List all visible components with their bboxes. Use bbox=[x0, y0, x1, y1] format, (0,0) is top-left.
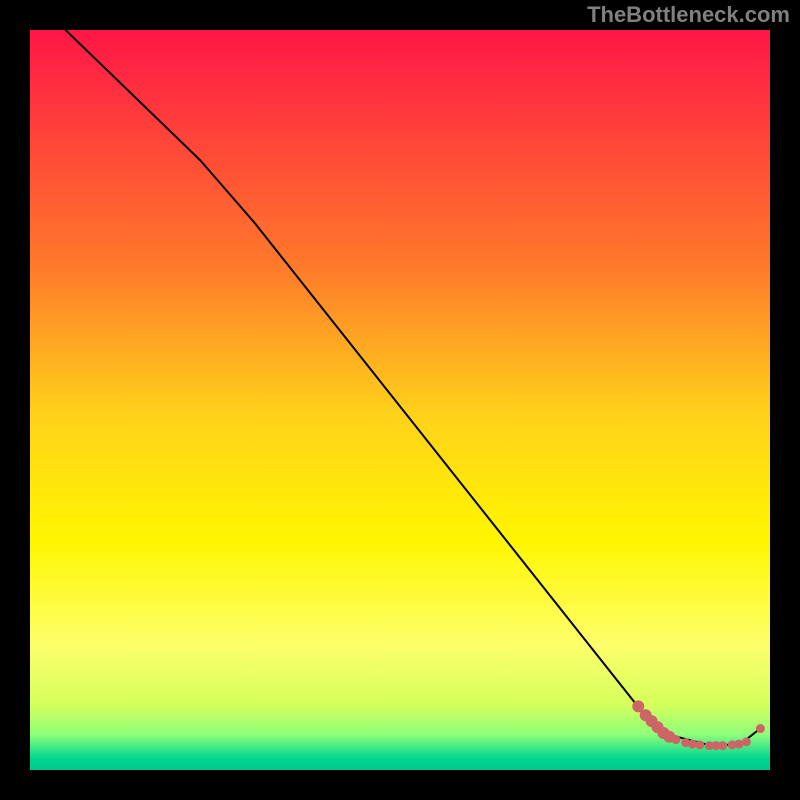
plot-background bbox=[30, 30, 770, 770]
data-marker bbox=[718, 741, 727, 750]
data-marker bbox=[742, 737, 751, 746]
chart-svg bbox=[0, 0, 800, 800]
data-marker bbox=[756, 724, 765, 733]
chart-frame: TheBottleneck.com bbox=[0, 0, 800, 800]
data-marker bbox=[672, 735, 681, 744]
data-marker bbox=[695, 740, 704, 749]
watermark-text: TheBottleneck.com bbox=[587, 2, 790, 28]
